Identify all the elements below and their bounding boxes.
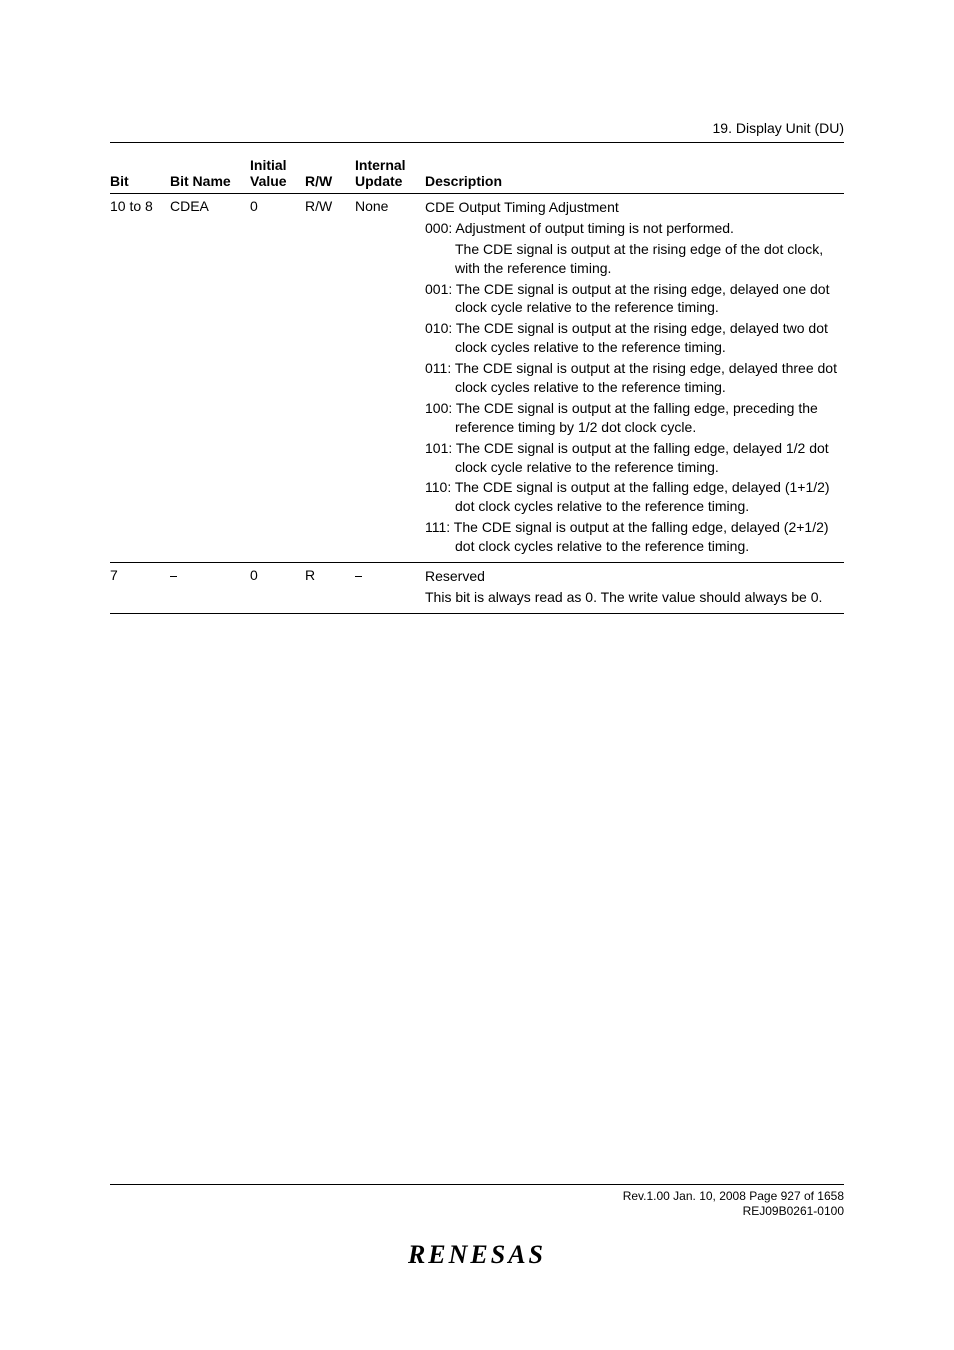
table-row: 10 to 8 CDEA 0 R/W None CDE Output Timin… <box>110 194 844 563</box>
internal-line2: Update <box>355 173 402 189</box>
internal-line1: Internal <box>355 157 406 173</box>
page: 19. Display Unit (DU) Bit Bit Name Initi… <box>0 0 954 1350</box>
initial-line1: Initial <box>250 157 287 173</box>
cell-bitname: CDEA <box>170 194 250 563</box>
col-desc-header: Description <box>425 153 844 194</box>
desc-010: 010: The CDE signal is output at the ris… <box>425 319 838 357</box>
col-bit-header: Bit <box>110 153 170 194</box>
col-rw-header: R/W <box>305 153 355 194</box>
desc-111: 111: The CDE signal is output at the fal… <box>425 518 838 556</box>
section-header: 19. Display Unit (DU) <box>110 120 844 143</box>
cell-rw: R <box>305 563 355 614</box>
desc-110: 110: The CDE signal is output at the fal… <box>425 478 838 516</box>
desc-001: 001: The CDE signal is output at the ris… <box>425 280 838 318</box>
col-update-header: Internal Update <box>355 153 425 194</box>
desc-000b: The CDE signal is output at the rising e… <box>425 240 838 278</box>
cell-bit: 10 to 8 <box>110 194 170 563</box>
col-initial-header: Initial Value <box>250 153 305 194</box>
page-footer: Rev.1.00 Jan. 10, 2008 Page 927 of 1658 … <box>110 1184 844 1270</box>
cell-desc: Reserved This bit is always read as 0. T… <box>425 563 844 614</box>
register-table: Bit Bit Name Initial Value R/W Internal … <box>110 153 844 614</box>
footer-text: Rev.1.00 Jan. 10, 2008 Page 927 of 1658 … <box>110 1184 844 1220</box>
cell-rw: R/W <box>305 194 355 563</box>
desc-000a: 000: Adjustment of output timing is not … <box>425 219 838 238</box>
renesas-logo: RENESAS <box>110 1240 844 1270</box>
cell-bitname: ⎯ <box>170 563 250 614</box>
desc-body: This bit is always read as 0. The write … <box>425 588 838 607</box>
desc-011: 011: The CDE signal is output at the ris… <box>425 359 838 397</box>
cell-initial: 0 <box>250 563 305 614</box>
cell-update: ⎯ <box>355 563 425 614</box>
table-row: 7 ⎯ 0 R ⎯ Reserved This bit is always re… <box>110 563 844 614</box>
desc-title: CDE Output Timing Adjustment <box>425 198 838 217</box>
cell-bit: 7 <box>110 563 170 614</box>
cell-update: None <box>355 194 425 563</box>
cell-initial: 0 <box>250 194 305 563</box>
footer-doc: REJ09B0261-0100 <box>743 1204 844 1218</box>
table-header-row: Bit Bit Name Initial Value R/W Internal … <box>110 153 844 194</box>
initial-line2: Value <box>250 173 287 189</box>
desc-100: 100: The CDE signal is output at the fal… <box>425 399 838 437</box>
desc-title: Reserved <box>425 567 838 586</box>
desc-101: 101: The CDE signal is output at the fal… <box>425 439 838 477</box>
cell-desc: CDE Output Timing Adjustment 000: Adjust… <box>425 194 844 563</box>
col-bitname-header: Bit Name <box>170 153 250 194</box>
footer-rev: Rev.1.00 Jan. 10, 2008 Page 927 of 1658 <box>623 1189 844 1203</box>
